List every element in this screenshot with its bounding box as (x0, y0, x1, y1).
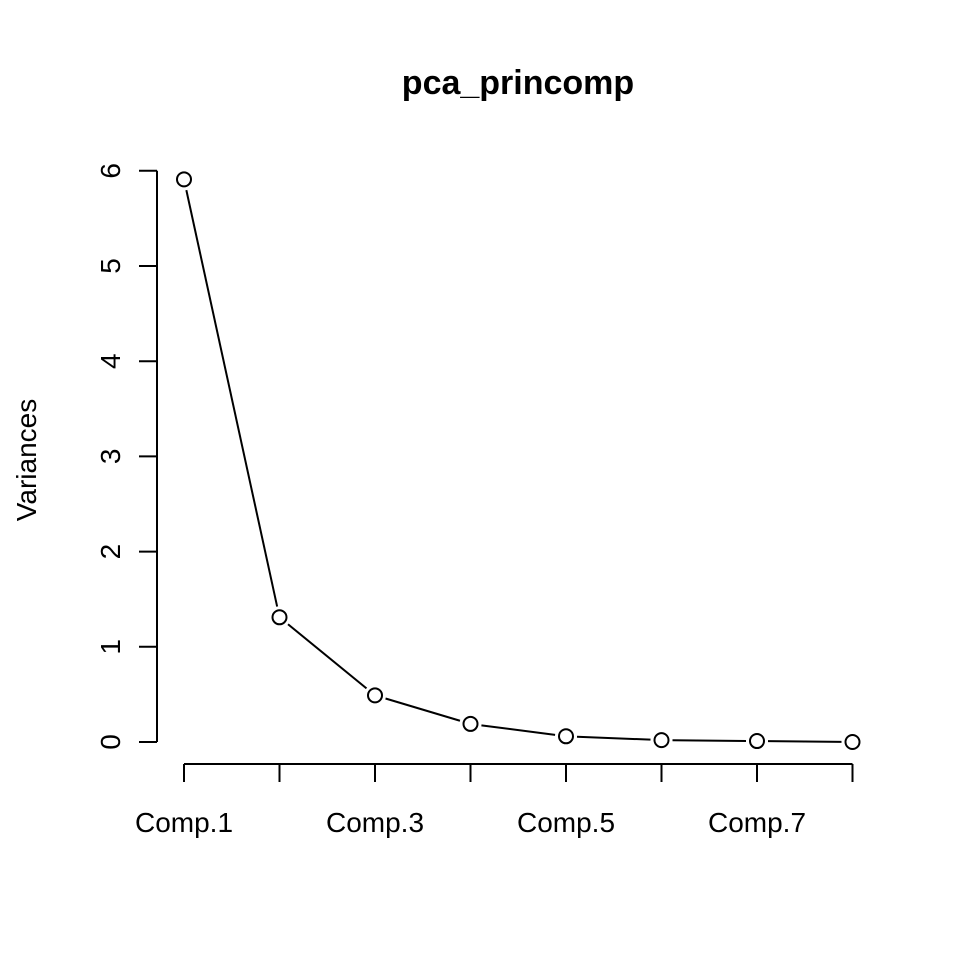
series-segment (767, 740, 842, 743)
y-tick-label: 2 (95, 544, 126, 560)
data-point-comp-1 (176, 171, 192, 188)
x-tick-label: Comp.3 (326, 807, 424, 838)
y-tick-label: 5 (95, 258, 126, 274)
x-tick-label: Comp.1 (135, 807, 233, 838)
series-segment (385, 697, 461, 722)
x-axis: Comp.1 Comp.3 Comp.5 Comp.7 (135, 763, 854, 838)
y-axis: 0 1 2 3 4 5 6 (95, 163, 158, 750)
series-segment (576, 735, 651, 741)
y-axis-label: Variances (11, 399, 42, 521)
series-variances (176, 171, 861, 750)
data-point-comp-5 (558, 728, 574, 745)
data-point-comp-4 (462, 715, 479, 732)
chart-title: pca_princomp (402, 64, 634, 102)
y-tick-label: 4 (95, 353, 126, 369)
series-segment (185, 189, 279, 607)
data-point-comp-7 (749, 733, 765, 750)
data-point-comp-3 (367, 687, 383, 704)
y-tick-label: 3 (95, 449, 126, 465)
data-point-comp-8 (844, 734, 861, 750)
series-segment (672, 739, 747, 742)
data-point-comp-6 (653, 732, 670, 749)
x-tick-label: Comp.5 (517, 807, 615, 838)
x-tick-label: Comp.7 (708, 807, 806, 838)
y-tick-label: 0 (95, 734, 126, 750)
series-segment (287, 623, 368, 690)
y-tick-label: 6 (95, 163, 126, 179)
series-segment (481, 724, 556, 736)
y-tick-label: 1 (95, 639, 126, 655)
data-point-comp-2 (271, 609, 288, 626)
